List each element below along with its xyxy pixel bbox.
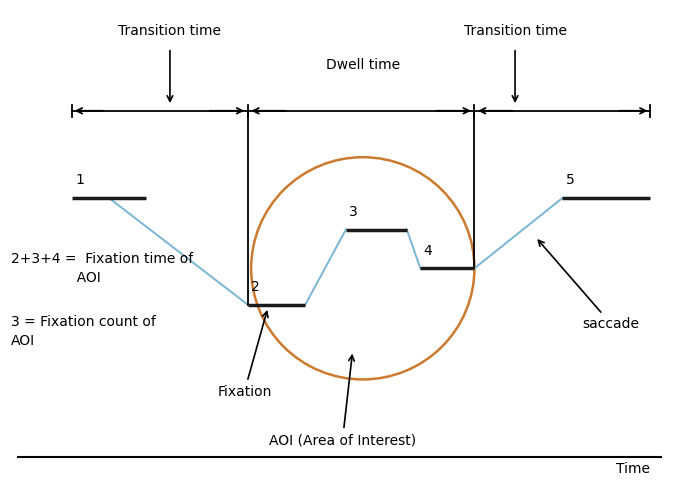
Text: Fixation: Fixation bbox=[217, 312, 271, 399]
Text: 3: 3 bbox=[349, 205, 358, 219]
Text: Transition time: Transition time bbox=[464, 24, 566, 38]
Text: Dwell time: Dwell time bbox=[326, 58, 400, 72]
Text: 4: 4 bbox=[424, 244, 432, 258]
Text: saccade: saccade bbox=[538, 240, 640, 331]
Text: 2+3+4 =  Fixation time of
               AOI: 2+3+4 = Fixation time of AOI bbox=[11, 251, 193, 285]
Text: AOI (Area of Interest): AOI (Area of Interest) bbox=[269, 355, 416, 447]
Text: 1: 1 bbox=[75, 174, 84, 187]
Text: 5: 5 bbox=[566, 174, 575, 187]
Text: Transition time: Transition time bbox=[119, 24, 221, 38]
Text: 3 = Fixation count of
AOI: 3 = Fixation count of AOI bbox=[11, 315, 155, 348]
Text: 2: 2 bbox=[251, 280, 260, 294]
Text: Time: Time bbox=[616, 462, 650, 476]
